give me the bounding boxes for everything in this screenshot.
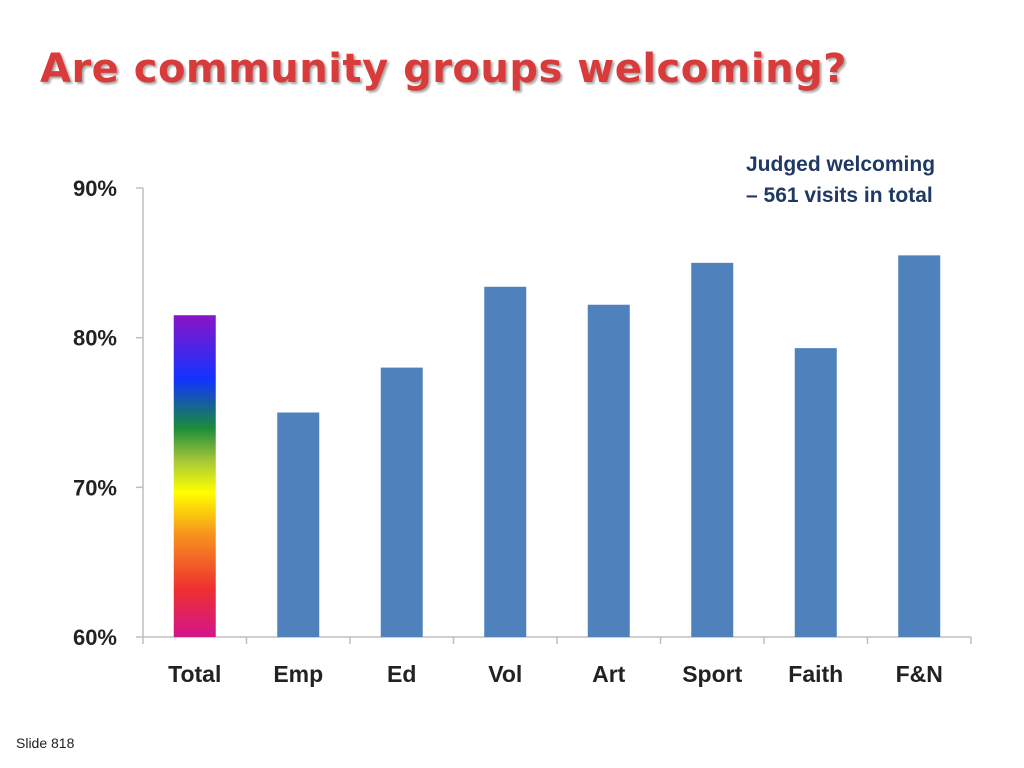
bar-total — [173, 315, 216, 637]
chart-annotation: Judged welcoming – 561 visits in total — [746, 149, 1016, 211]
bar-art — [587, 304, 630, 637]
x-tick-label: Sport — [682, 661, 742, 687]
y-tick-label: 70% — [73, 475, 117, 500]
x-tick-label: Emp — [273, 661, 323, 687]
bar-emp — [277, 412, 320, 637]
x-tick-label: F&N — [896, 661, 943, 687]
slide-number: Slide 818 — [16, 735, 75, 751]
bar-faith — [794, 348, 837, 637]
x-tick-label: Art — [592, 661, 626, 687]
bar-ed — [380, 367, 423, 637]
y-tick-label: 80% — [73, 326, 117, 351]
slide-title: Are community groups welcoming? — [40, 46, 847, 92]
x-tick-label: Vol — [488, 661, 522, 687]
x-tick-label: Ed — [387, 661, 416, 687]
y-tick-label: 90% — [73, 176, 117, 201]
y-tick-label: 60% — [73, 625, 117, 650]
x-tick-label: Faith — [788, 661, 843, 687]
x-tick-label: Total — [168, 661, 221, 687]
bar-f-n — [898, 255, 941, 637]
annotation-line-2: – 561 visits in total — [746, 184, 933, 207]
bar-sport — [691, 262, 734, 637]
bar-vol — [484, 286, 527, 637]
annotation-line-1: Judged welcoming — [746, 153, 936, 176]
